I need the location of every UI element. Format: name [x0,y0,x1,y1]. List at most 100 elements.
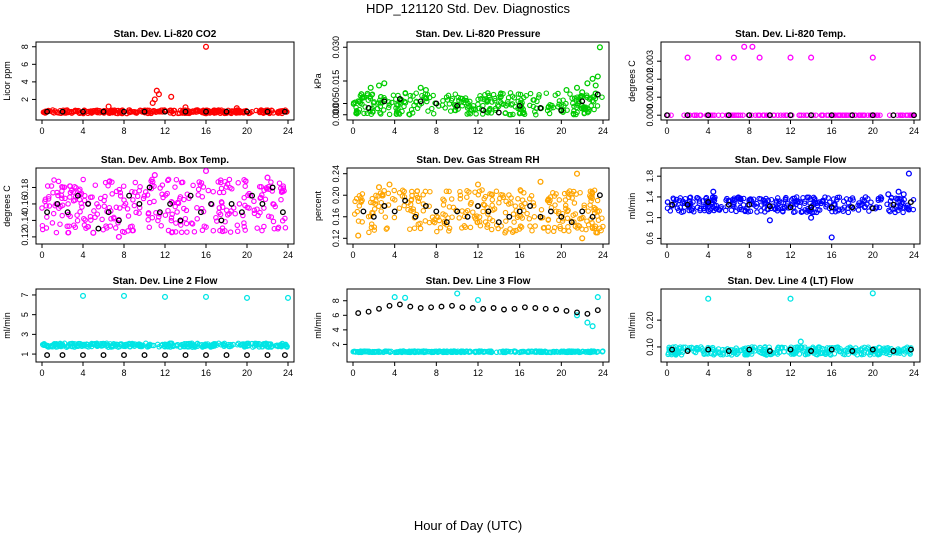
x-tick-label: 8 [747,126,752,136]
data-point [259,344,265,350]
data-point [56,341,62,348]
data-point [210,227,217,234]
mean-point [100,352,107,359]
data-point [251,198,257,205]
mean-point [594,307,601,314]
x-tick-label: 4 [80,250,85,260]
outlier-point [594,73,601,80]
data-point [252,340,258,347]
data-point [172,229,179,235]
y-axis-label: ml/min [627,312,637,339]
data-point [67,183,73,189]
mean-point [521,304,528,311]
data-point [693,112,700,118]
data-point [147,109,153,115]
data-point [416,348,423,355]
outlier-point [787,295,794,302]
data-point [505,348,512,355]
mean-point [532,305,539,311]
data-point [585,221,592,228]
data-point [904,205,911,212]
data-point [362,104,368,110]
data-point [518,349,524,355]
data-point [101,197,107,204]
data-point [102,179,109,186]
y-tick-label: 0.10 [645,338,655,356]
data-point [210,188,216,195]
data-point [500,348,506,354]
x-tick-label: 20 [868,126,878,136]
data-point [79,204,85,210]
data-point [589,189,595,196]
mean-point [167,200,174,207]
mean-point [162,352,168,359]
data-point [94,201,100,207]
data-point [457,196,464,202]
data-point [251,207,258,214]
data-point [146,199,153,206]
data-point [352,349,359,355]
x-tick-label: 16 [201,126,211,136]
data-point [90,341,96,347]
data-point [225,341,232,348]
panel-title: Stan. Dev. Line 3 Flow [426,276,531,287]
mean-point [454,208,461,215]
outlier-point [589,323,596,330]
data-point [505,95,512,101]
data-point [117,193,124,199]
x-tick-label: 12 [160,126,170,136]
data-point [475,192,482,198]
data-point [517,91,524,98]
data-point [521,109,527,116]
y-tick-label: 2 [331,342,341,347]
data-point [402,90,409,97]
data-point [526,196,533,202]
x-tick-label: 24 [598,126,608,136]
outlier-point [895,188,902,195]
mean-point [238,209,245,216]
data-point [208,342,215,348]
data-point [378,199,385,206]
data-point [888,194,895,201]
mean-point [911,112,917,119]
data-point [715,112,722,118]
data-point [172,203,178,210]
data-point [446,228,452,234]
data-point [279,218,286,224]
data-point [133,209,139,216]
y-tick-label: 5 [20,312,30,317]
data-point [467,104,473,110]
data-point [493,188,500,195]
data-point [386,111,393,118]
mean-point [705,112,712,119]
x-tick-label: 20 [242,126,252,136]
data-point [366,349,372,355]
data-point [268,344,274,350]
mean-point [454,102,461,109]
mean-point [537,213,544,220]
data-point [352,198,358,205]
outlier-point [573,84,581,91]
data-point [758,196,764,202]
data-point [354,110,360,117]
data-point [378,208,384,214]
mean-point [849,112,856,119]
data-point [81,215,87,222]
mean-point [386,302,393,309]
data-point [223,184,230,190]
mean-point [396,301,403,308]
data-point [173,220,179,226]
mean-point [480,107,487,114]
data-point [203,224,209,230]
x-tick-label: 0 [664,126,669,136]
mean-point [579,208,586,215]
data-point [121,197,127,203]
x-tick-label: 20 [868,368,878,378]
data-point [371,227,378,233]
data-point [511,349,518,355]
data-point [172,184,178,190]
data-point [895,207,901,214]
mean-point [355,310,362,317]
data-point [857,202,863,208]
